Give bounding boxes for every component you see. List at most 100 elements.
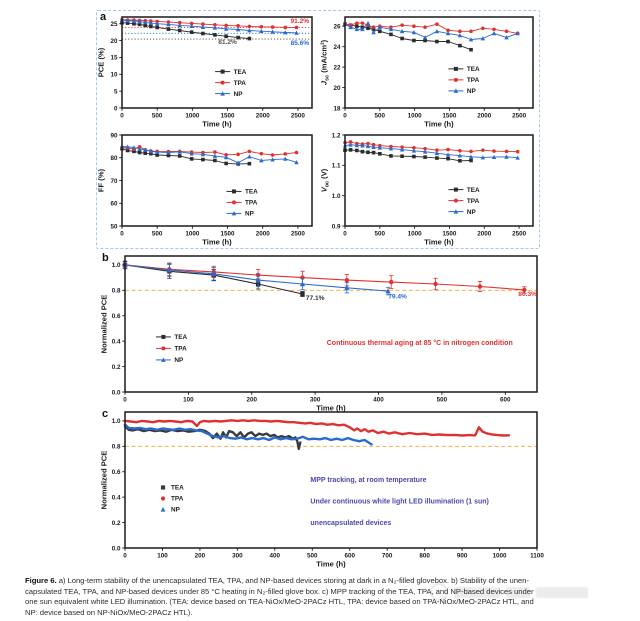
- figure-label: Figure 6.: [25, 576, 57, 585]
- svg-text:70: 70: [110, 178, 118, 185]
- svg-text:TEA: TEA: [171, 485, 184, 492]
- svg-text:60: 60: [110, 201, 118, 208]
- svg-text:0: 0: [120, 113, 124, 120]
- svg-text:TPA: TPA: [467, 198, 480, 205]
- svg-text:1100: 1100: [530, 553, 544, 560]
- caption-line-3: one sun equivalent white LED illuminatio…: [25, 597, 534, 607]
- svg-text:500: 500: [307, 553, 318, 560]
- svg-text:1500: 1500: [221, 231, 236, 238]
- panel-label-b: b: [102, 252, 109, 264]
- svg-text:2000: 2000: [256, 113, 271, 120]
- svg-text:800: 800: [419, 553, 430, 560]
- svg-text:Time (h): Time (h): [202, 120, 232, 129]
- svg-text:2000: 2000: [477, 231, 492, 238]
- svg-text:1.1: 1.1: [332, 163, 341, 170]
- svg-text:1.2: 1.2: [332, 132, 341, 139]
- svg-text:1000: 1000: [408, 113, 423, 120]
- svg-text:NP: NP: [467, 88, 477, 95]
- svg-text:900: 900: [457, 553, 468, 560]
- chart-pce-vs-time: 0 500 1000 1500 2000 2500 0 5 10 15 20 25 Time (h) PC…: [96, 10, 318, 131]
- svg-text:2500: 2500: [291, 231, 306, 238]
- svg-text:NP: NP: [174, 357, 184, 364]
- svg-text:400: 400: [373, 397, 384, 404]
- svg-text:1000: 1000: [408, 231, 423, 238]
- svg-text:500: 500: [152, 231, 163, 238]
- svg-text:TPA: TPA: [174, 346, 187, 353]
- svg-text:1500: 1500: [221, 113, 236, 120]
- svg-text:0.4: 0.4: [112, 338, 121, 345]
- panel-label-c: c: [102, 408, 109, 420]
- svg-text:600: 600: [500, 397, 511, 404]
- chart-normalized-pce-thermal: 0 100 200 300 400 500 600 0.0 0.2 0.4 0.6 0.8 1.0 Tim…: [96, 250, 545, 414]
- panel-a-dashed-border: [96, 10, 540, 249]
- svg-text:PCE (%): PCE (%): [97, 47, 106, 77]
- svg-text:18: 18: [333, 105, 341, 112]
- figure-caption: Figure 6. a) Long-term stability of the …: [25, 576, 629, 618]
- svg-text:91.2%: 91.2%: [290, 18, 309, 25]
- svg-text:0: 0: [343, 113, 347, 120]
- svg-text:2500: 2500: [291, 113, 306, 120]
- svg-text:81.2%: 81.2%: [218, 39, 237, 46]
- svg-text:90: 90: [110, 132, 118, 139]
- svg-text:200: 200: [247, 397, 258, 404]
- svg-text:1.0: 1.0: [112, 262, 121, 269]
- svg-text:NP: NP: [467, 209, 477, 216]
- svg-text:0.2: 0.2: [112, 364, 121, 371]
- svg-text:22: 22: [333, 64, 341, 71]
- svg-text:0: 0: [120, 231, 124, 238]
- caption-line-2: capsulated TEA, TPA, and NP-based device…: [25, 586, 534, 596]
- svg-text:200: 200: [195, 553, 206, 560]
- svg-text:TPA: TPA: [234, 80, 247, 87]
- svg-text:Time (h): Time (h): [316, 560, 346, 569]
- svg-text:1500: 1500: [442, 113, 457, 120]
- svg-text:1500: 1500: [442, 231, 457, 238]
- svg-text:TPA: TPA: [467, 77, 480, 84]
- svg-text:0.6: 0.6: [112, 469, 121, 476]
- svg-text:NP: NP: [234, 91, 244, 98]
- svg-text:15: 15: [110, 55, 118, 62]
- svg-text:TPA: TPA: [245, 200, 258, 207]
- svg-text:20: 20: [110, 38, 118, 45]
- svg-text:Time (h): Time (h): [424, 238, 454, 247]
- svg-text:80.3%: 80.3%: [518, 291, 537, 298]
- svg-text:79.4%: 79.4%: [388, 294, 407, 301]
- svg-text:1000: 1000: [185, 231, 200, 238]
- svg-text:1.0: 1.0: [112, 418, 121, 425]
- svg-text:300: 300: [310, 397, 321, 404]
- caption-line-4: NP: device based on NP-NiOx/MeO-2PACz HT…: [25, 607, 193, 617]
- chart-ff-vs-time: 0 500 1000 1500 2000 2500 50 60 70 80 90 Time (h) FF…: [96, 128, 318, 248]
- svg-text:FF (%): FF (%): [97, 168, 106, 192]
- svg-text:Voc (V): Voc (V): [320, 168, 331, 192]
- svg-text:2500: 2500: [512, 113, 527, 120]
- svg-text:Time (h): Time (h): [316, 404, 346, 413]
- svg-text:Jsc (mA/cm²): Jsc (mA/cm²): [320, 39, 331, 85]
- svg-text:1000: 1000: [493, 553, 508, 560]
- svg-text:0.4: 0.4: [112, 494, 121, 501]
- svg-text:26: 26: [333, 24, 341, 31]
- svg-text:2000: 2000: [256, 231, 271, 238]
- svg-text:TEA: TEA: [174, 334, 187, 341]
- svg-text:NP: NP: [171, 507, 181, 514]
- svg-text:2500: 2500: [512, 231, 527, 238]
- svg-text:20: 20: [333, 85, 341, 92]
- svg-text:1000: 1000: [185, 113, 200, 120]
- svg-text:Normalized PCE: Normalized PCE: [100, 451, 109, 510]
- svg-text:0.9: 0.9: [332, 223, 341, 230]
- panel-label-a: a: [100, 11, 107, 23]
- svg-text:Under continuous white light L: Under continuous white light LED illumin…: [310, 499, 489, 506]
- caption-line-1: Figure 6. a) Long-term stability of the …: [25, 576, 529, 585]
- svg-text:0.2: 0.2: [112, 520, 121, 527]
- chart-jsc-vs-time: 0 500 1000 1500 2000 2500 18 20 22 24 26 Time (h) Js…: [318, 10, 539, 131]
- svg-text:0.6: 0.6: [112, 313, 121, 320]
- svg-text:300: 300: [232, 553, 243, 560]
- svg-text:TEA: TEA: [234, 69, 247, 76]
- svg-text:TEA: TEA: [467, 66, 480, 73]
- svg-text:2000: 2000: [477, 113, 492, 120]
- svg-text:50: 50: [110, 223, 118, 230]
- svg-text:100: 100: [183, 397, 194, 404]
- svg-text:0: 0: [343, 231, 347, 238]
- svg-text:77.1%: 77.1%: [306, 295, 325, 302]
- svg-text:0: 0: [123, 553, 127, 560]
- svg-text:700: 700: [382, 553, 393, 560]
